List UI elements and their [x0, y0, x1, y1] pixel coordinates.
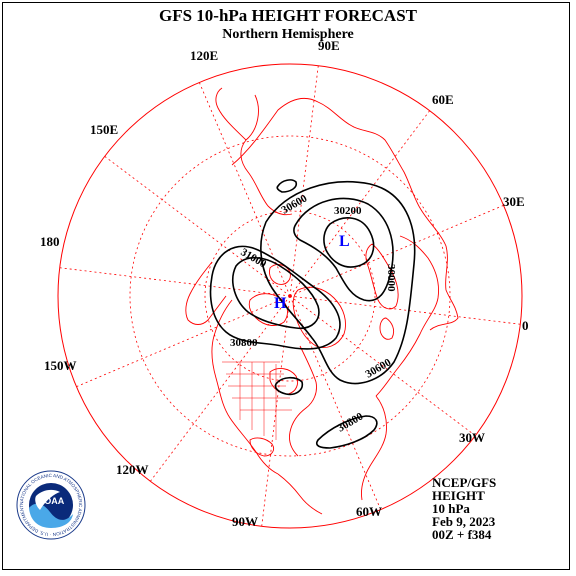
coastline-hudson-bay	[269, 368, 299, 395]
meridian-line	[289, 295, 476, 436]
info-source: NCEP/GFS	[432, 475, 497, 490]
lon-label-120w: 120W	[116, 462, 149, 477]
coastline-arctic-islands-2	[269, 264, 291, 285]
lon-label-150e: 150E	[90, 122, 118, 137]
coastlines	[185, 87, 459, 515]
lon-label-180: 180	[40, 234, 60, 249]
coastline-arctic-islands	[248, 293, 288, 326]
info-level: 10 hPa	[432, 501, 470, 516]
meridian-line	[198, 82, 291, 297]
coastline-british-isles	[379, 317, 395, 340]
noaa-logo-text: NOAA	[38, 496, 65, 506]
coastline-gulf	[249, 437, 275, 457]
latitude-circle	[129, 135, 451, 457]
meridian-line	[289, 204, 504, 297]
lon-label-60e: 60E	[432, 92, 454, 107]
meridian-line	[59, 267, 291, 297]
contour-31000	[232, 256, 320, 330]
high-center-label: H	[274, 295, 287, 312]
info-run: 00Z + f384	[432, 527, 492, 542]
contour-30800-small	[315, 415, 378, 449]
map-boundary	[57, 63, 523, 529]
latitude-circle	[204, 210, 376, 382]
meridian-line	[289, 65, 319, 297]
contour-small-north	[276, 179, 298, 193]
lon-label-0: 0	[522, 318, 529, 333]
map-subtitle: Northern Hemisphere	[222, 27, 354, 42]
contour-label: 30200	[334, 205, 362, 217]
coastline-alaska	[185, 261, 227, 325]
contour-label: 30800	[336, 410, 366, 434]
longitude-labels: 90E 60E 30E 0 30W 60W 90W 120W 150W 180 …	[40, 38, 529, 529]
contour-30800	[209, 245, 341, 350]
contour-small-us	[274, 376, 304, 396]
lon-label-150w: 150W	[44, 358, 77, 373]
lon-label-30e: 30E	[503, 194, 525, 209]
meridian-line	[289, 295, 521, 325]
coastline-north-america	[211, 299, 279, 475]
coastline-north-america-east	[289, 345, 317, 457]
contour-30000	[323, 217, 375, 268]
coastline-east-asia	[240, 94, 293, 216]
coastline-africa	[361, 395, 387, 501]
info-date: Feb 9, 2023	[432, 514, 496, 529]
meridian-lines	[59, 65, 521, 527]
contour-30600	[260, 181, 416, 385]
coastline-central-america	[277, 473, 323, 515]
noaa-logo: NATIONAL OCEANIC AND ATMOSPHERIC ADMINIS…	[16, 470, 86, 540]
coastline-europe	[375, 235, 439, 397]
lon-label-30w: 30W	[459, 430, 485, 445]
lon-label-60w: 60W	[356, 504, 382, 519]
meridian-line	[76, 295, 291, 388]
lon-label-90e: 90E	[318, 38, 340, 53]
contour-30200	[293, 197, 394, 302]
lon-label-120e: 120E	[190, 48, 218, 63]
info-variable: HEIGHT	[432, 488, 485, 503]
meridian-line	[104, 156, 291, 297]
lon-label-90w: 90W	[232, 514, 258, 529]
meridian-line	[150, 295, 291, 482]
state-boundaries	[222, 361, 292, 440]
low-center-label: L	[339, 233, 350, 250]
height-contours	[209, 179, 416, 449]
contour-label: 30800	[230, 337, 258, 349]
coastline-asia	[231, 97, 459, 331]
map-frame	[2, 2, 570, 570]
contour-label: 31000	[239, 246, 269, 270]
map-title: GFS 10-hPa HEIGHT FORECAST	[158, 6, 418, 25]
coastline-greenland	[292, 286, 346, 348]
coastline-scandinavia	[365, 243, 399, 310]
meridian-line	[289, 110, 430, 297]
contour-label: 30000	[385, 264, 397, 292]
meridian-line	[289, 295, 382, 510]
coastline-kamchatka	[215, 87, 247, 141]
